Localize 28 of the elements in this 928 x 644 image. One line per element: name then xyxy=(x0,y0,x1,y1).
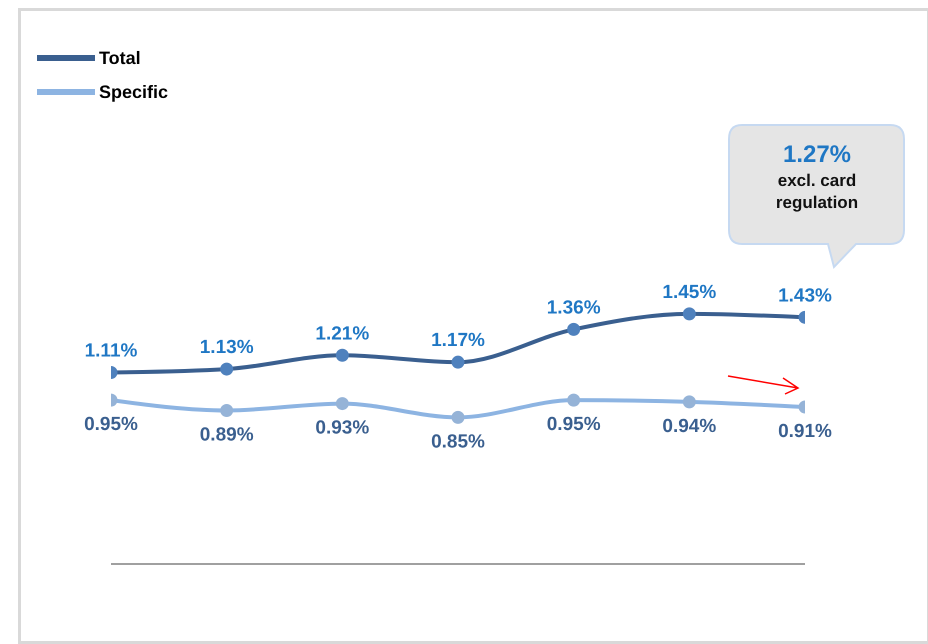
point xyxy=(220,404,234,417)
point xyxy=(682,395,696,408)
point xyxy=(452,356,464,369)
point xyxy=(336,348,349,362)
data-label: 0.93% xyxy=(315,418,370,439)
point xyxy=(567,394,580,407)
data-label: 0.95% xyxy=(546,414,601,436)
point xyxy=(220,362,234,376)
text: excl. card regulation xyxy=(774,170,860,214)
data-label: 0.94% xyxy=(662,416,716,437)
point xyxy=(336,397,349,410)
data-label: 0.85% xyxy=(431,431,486,452)
legend-label: Total xyxy=(99,48,141,68)
data-label: 1.17% xyxy=(431,330,486,352)
data-label: 1.45% xyxy=(662,282,716,303)
legend-label: Specific xyxy=(99,82,168,102)
point xyxy=(452,410,464,424)
data-label: 1.43% xyxy=(778,285,832,306)
data-label: 0.89% xyxy=(200,424,254,446)
data-label: 0.95% xyxy=(84,414,138,436)
data-label: 1.36% xyxy=(546,297,601,318)
data-label: 1.21% xyxy=(315,323,370,344)
data-label: 1.11% xyxy=(84,340,138,362)
data-label: 1.13% xyxy=(200,337,254,358)
data-label: 0.91% xyxy=(778,421,832,442)
point xyxy=(682,307,696,320)
text: 1.27% xyxy=(782,140,852,170)
point xyxy=(567,322,580,336)
